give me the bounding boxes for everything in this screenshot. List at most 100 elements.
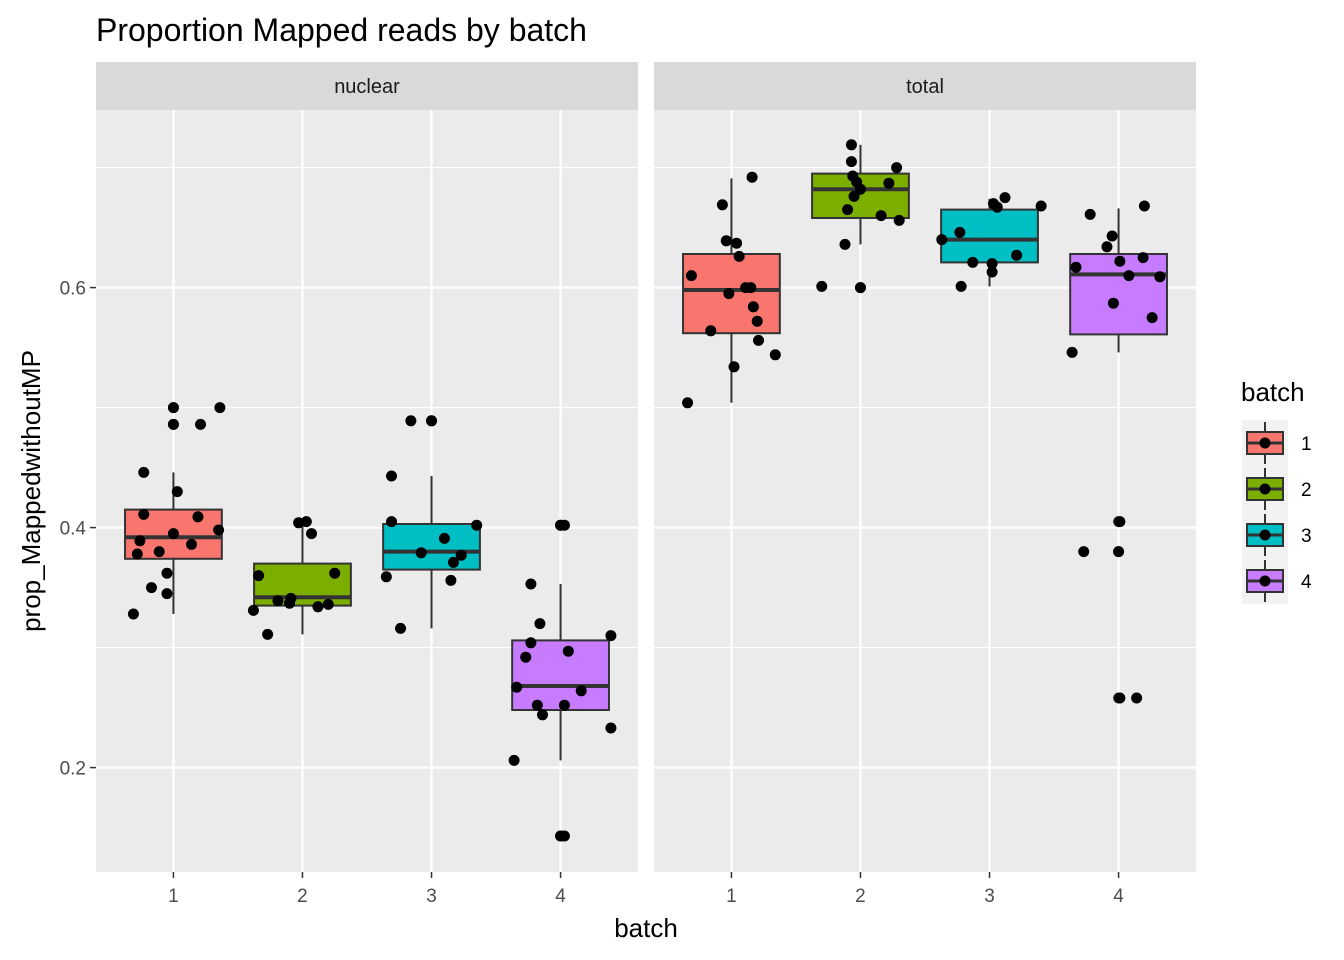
jitter-point [1138,200,1150,212]
x-tick-label: 2 [855,886,866,907]
x-tick-label: 3 [984,886,995,907]
box [940,208,1039,264]
jitter-point [386,516,398,528]
jitter-point [705,325,717,337]
jitter-point [848,190,860,202]
y-tick-label: 0.2 [60,759,86,780]
jitter-point [1114,255,1126,267]
jitter-point [445,574,457,586]
x-tick-label: 2 [297,886,308,907]
jitter-point [605,722,617,734]
legend-label: 1 [1301,434,1312,455]
jitter-point [455,549,467,561]
jitter-point [525,637,537,649]
jitter-point [986,258,998,270]
y-tick-label: 0.4 [60,519,87,540]
jitter-point [537,709,549,721]
jitter-point [272,595,284,607]
boxplot-nuclear-batch-3 [380,415,483,634]
legend: batch 1 2 3 4 [1241,377,1312,604]
jitter-point [769,349,781,361]
jitter-point [883,177,895,189]
jitter-point [306,528,318,540]
jitter-point [161,588,173,600]
jitter-point [438,532,450,544]
jitter-point [891,162,903,174]
x-axis-title: batch [614,913,678,943]
jitter-point [185,538,197,550]
jitter-point [753,334,765,346]
jitter-point [986,266,998,278]
jitter-point [195,418,207,430]
jitter-point [426,415,438,427]
jitter-point [145,582,157,594]
jitter-point [415,547,427,559]
jitter-point [1035,200,1047,212]
jitter-point [386,470,398,482]
jitter-point [575,685,587,697]
jitter-point [1114,516,1126,528]
jitter-point [999,192,1011,204]
x-tick-label: 4 [555,886,566,907]
jitter-point [558,699,570,711]
jitter-point [134,535,146,547]
jitter-point [1146,312,1158,324]
jitter-point [300,516,312,528]
jitter-point [723,288,735,300]
boxplot-nuclear-batch-2 [247,516,352,640]
jitter-point [728,361,740,373]
legend-item-4: 4 [1242,558,1312,604]
jitter-point [685,270,697,282]
panel-background [96,110,638,872]
y-axis-ticks: 0.2 0.4 0.6 [60,279,96,780]
jitter-point [605,630,617,642]
jitter-point [192,511,204,523]
facet-strip [96,62,638,110]
legend-key-point [1259,529,1271,541]
facet-panel-total: total 1 2 3 4 [654,62,1196,907]
jitter-point [1114,692,1126,704]
jitter-point [1131,692,1143,704]
jitter-point [247,604,259,616]
jitter-point [525,578,537,590]
legend-key-point [1259,575,1271,587]
chart-title: Proportion Mapped reads by batch [96,12,587,48]
jitter-point [745,282,757,294]
jitter-point [555,519,567,531]
jitter-point [511,681,523,693]
boxplot-total-batch-3 [936,192,1047,292]
jitter-point [262,628,274,640]
jitter-point [893,214,905,226]
jitter-point [991,201,1003,213]
legend-item-3: 3 [1242,512,1312,558]
jitter-point [751,315,763,327]
boxplot-total-batch-2 [811,139,910,294]
jitter-point [1078,546,1090,558]
jitter-point [167,402,179,414]
y-tick-label: 0.6 [60,279,86,300]
jitter-point [746,171,758,183]
jitter-point [171,486,183,498]
legend-item-2: 2 [1242,466,1312,512]
jitter-point [854,282,866,294]
jitter-point [816,280,828,292]
jitter-point [531,699,543,711]
jitter-point [161,567,173,579]
jitter-point [1113,546,1125,558]
jitter-point [1101,241,1113,253]
jitter-point [1137,252,1149,264]
jitter-point [1106,230,1118,242]
jitter-point [845,156,857,168]
jitter-point [954,226,966,238]
jitter-point [508,754,520,766]
legend-key-point [1259,437,1271,449]
jitter-point [1011,249,1023,261]
jitter-point [127,608,139,620]
jitter-point [380,571,392,583]
facet-panel-nuclear: nuclear 1 2 3 4 [96,62,638,907]
jitter-point [1154,271,1166,283]
jitter-point [845,139,857,151]
jitter-point [1070,261,1082,273]
jitter-point [167,418,179,430]
